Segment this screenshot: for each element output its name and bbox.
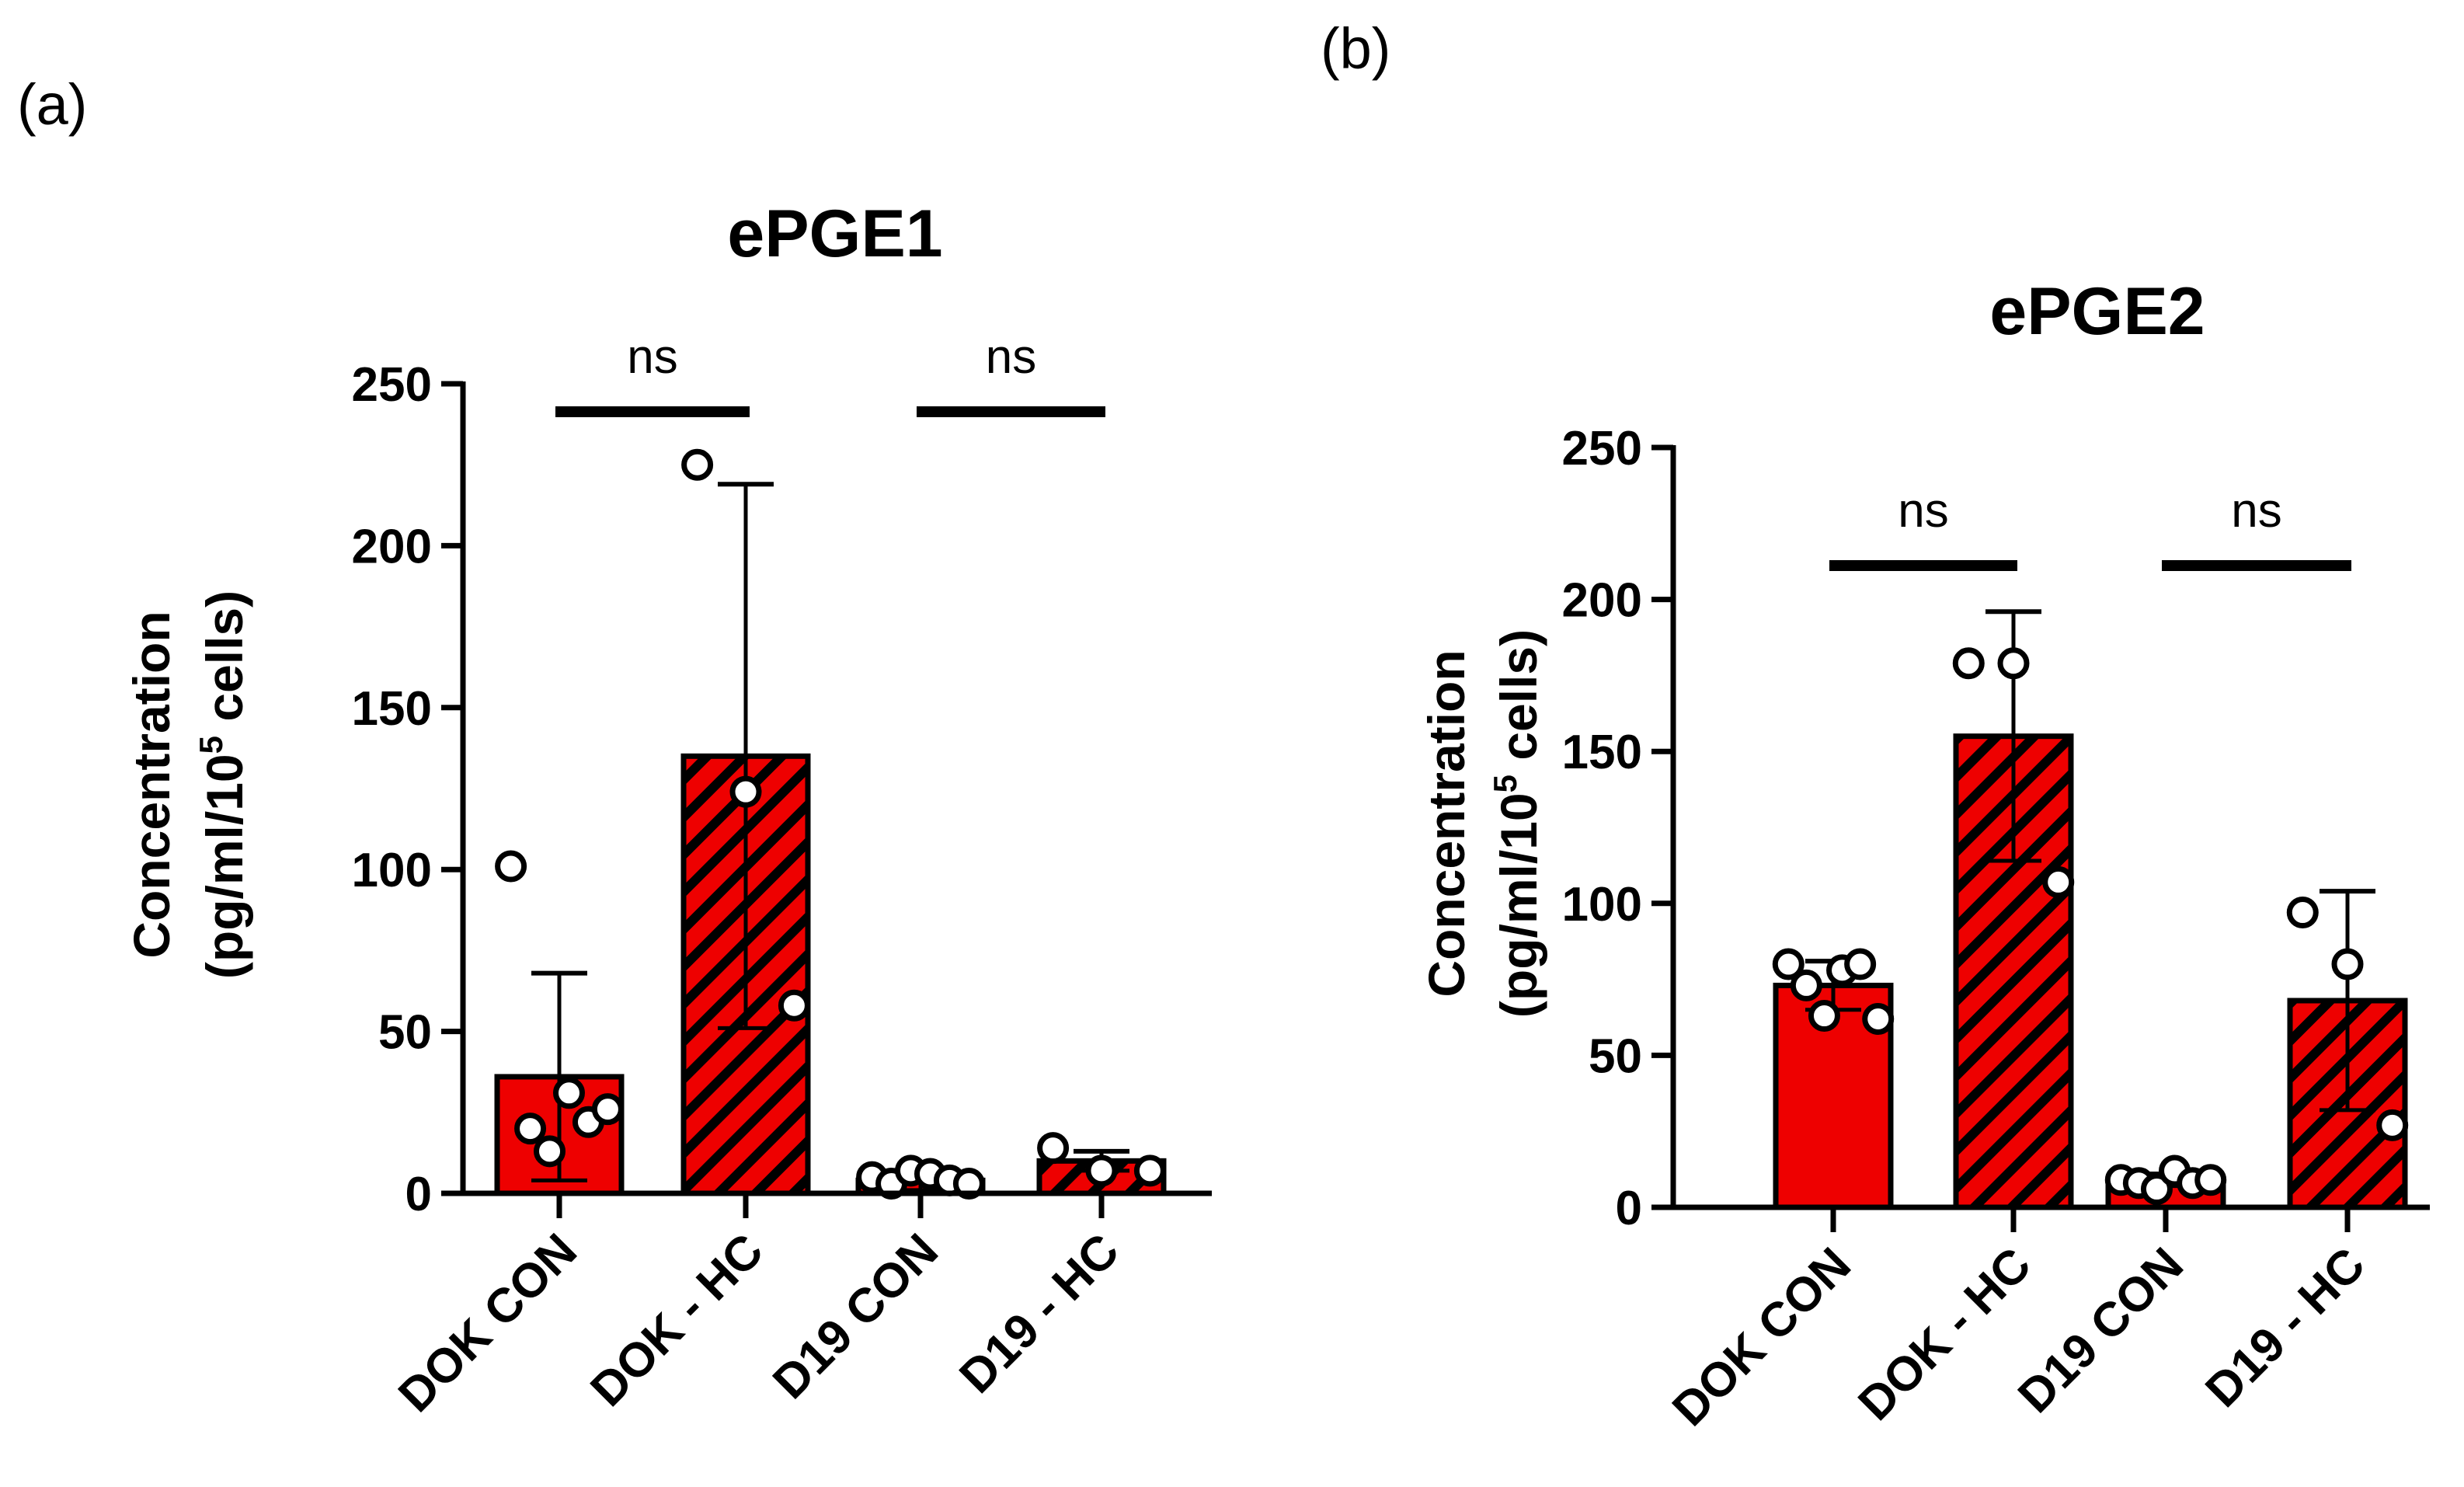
data-point — [495, 850, 527, 883]
y-axis-label-prefix: (pg/ml/10 — [1490, 792, 1547, 1018]
y-tick-label: 150 — [1562, 726, 1642, 779]
y-axis-label-suffix: cells) — [1490, 629, 1547, 775]
y-tick-label: 250 — [1562, 422, 1642, 475]
y-axis-label-line1: Concentration — [123, 611, 180, 958]
y-axis-label-line2: (pg/ml/105 cells) — [193, 590, 253, 979]
category-label: DOK CON — [388, 1224, 587, 1423]
data-point — [2140, 1173, 2173, 1206]
data-point — [778, 989, 810, 1022]
data-point — [2042, 865, 2075, 898]
data-point — [1772, 948, 1804, 980]
data-point — [1808, 1000, 1840, 1033]
data-point — [591, 1093, 624, 1126]
bar-dok-hc — [1953, 733, 2074, 1210]
data-point — [2286, 897, 2319, 929]
data-point — [1844, 948, 1877, 980]
y-tick-label: 250 — [352, 358, 432, 412]
significance-label: ns — [1898, 484, 1948, 538]
data-point — [552, 1077, 585, 1109]
y-axis-label-line1: Concentration — [1418, 649, 1475, 997]
y-tick-label: 50 — [378, 1006, 432, 1060]
chart-title: ePGE1 — [727, 197, 942, 271]
y-tick-label: 0 — [405, 1168, 432, 1221]
data-point — [534, 1135, 566, 1168]
y-axis-label-suffix: cells) — [196, 590, 253, 736]
y-tick-label: 100 — [352, 844, 432, 897]
category-label: D19 CON — [763, 1224, 948, 1409]
category-label: D19 - HC — [949, 1224, 1129, 1404]
y-axis-label-superscript: 5 — [193, 736, 229, 754]
category-label: DOK - HC — [1848, 1238, 2041, 1430]
data-point — [1790, 969, 1822, 1001]
significance-label: ns — [2231, 484, 2281, 538]
category-label: DOK - HC — [580, 1224, 773, 1416]
y-tick-label: 150 — [352, 682, 432, 736]
significance-label: ns — [986, 330, 1036, 384]
category-label: D19 CON — [2008, 1238, 2194, 1423]
y-axis-label-prefix: (pg/ml/10 — [196, 754, 253, 979]
data-point — [952, 1167, 985, 1200]
data-point — [729, 775, 762, 808]
data-point — [1952, 647, 1985, 680]
y-tick-label: 50 — [1589, 1029, 1642, 1083]
data-point — [2376, 1109, 2409, 1141]
chart-title: ePGE2 — [1989, 274, 2205, 349]
significance-label: ns — [627, 330, 677, 384]
panel-label-b: (b) — [1321, 16, 1390, 81]
y-axis-label-superscript: 5 — [1487, 775, 1523, 792]
data-point — [1997, 647, 2030, 680]
data-point — [681, 448, 714, 481]
panel-label-a: (a) — [17, 72, 87, 137]
y-tick-label: 100 — [1562, 878, 1642, 932]
data-point — [1862, 1002, 1895, 1035]
y-tick-label: 0 — [1616, 1182, 1642, 1235]
data-point — [1085, 1154, 1118, 1187]
y-axis-label-line2: (pg/ml/105 cells) — [1487, 629, 1547, 1018]
y-tick-label: 200 — [1562, 574, 1642, 628]
data-point — [1037, 1132, 1070, 1165]
data-point — [1133, 1154, 1166, 1187]
data-point — [2331, 948, 2364, 980]
category-label: DOK CON — [1662, 1238, 1861, 1437]
category-label: D19 - HC — [2195, 1238, 2375, 1418]
y-tick-label: 200 — [352, 520, 432, 573]
data-point — [514, 1113, 547, 1145]
data-point — [2194, 1164, 2227, 1196]
